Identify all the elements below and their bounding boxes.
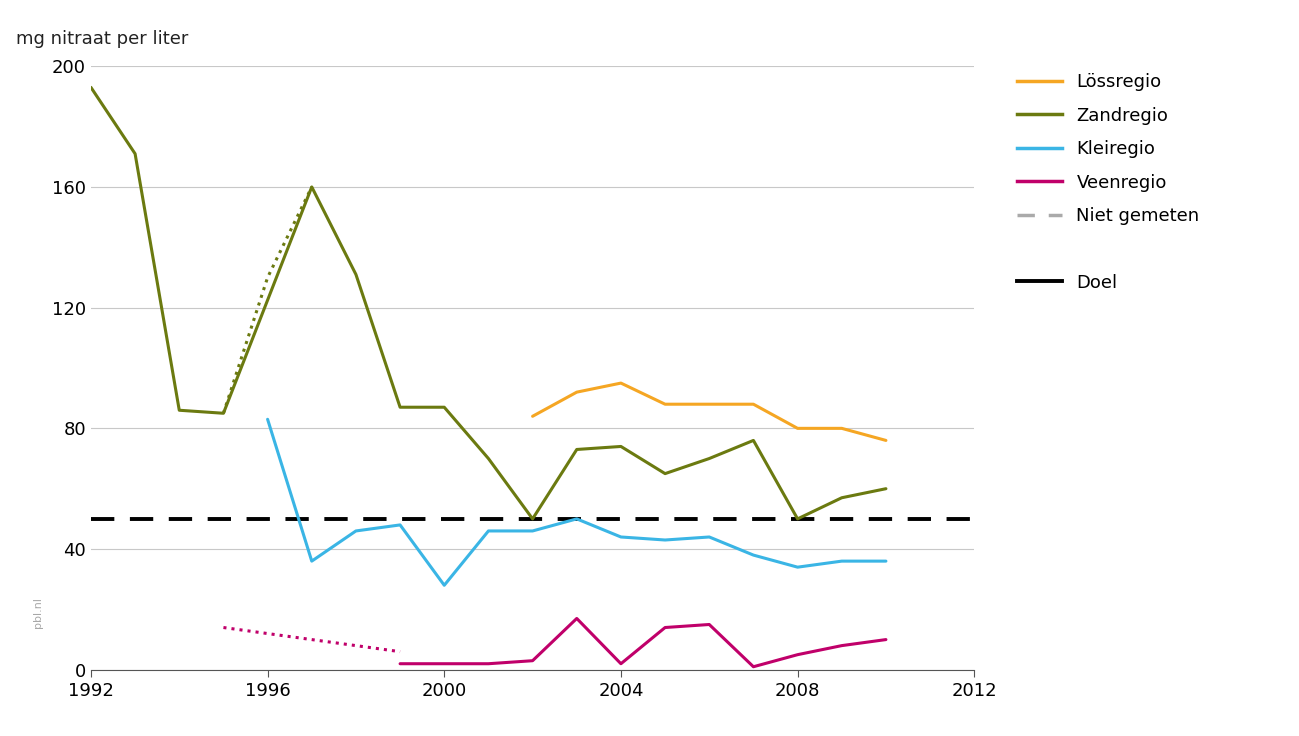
Legend: Lössregio, Zandregio, Kleiregio, Veenregio, Niet gemeten,  , Doel: Lössregio, Zandregio, Kleiregio, Veenreg… <box>1009 66 1207 299</box>
Text: mg nitraat per liter: mg nitraat per liter <box>16 30 188 48</box>
Text: pbl.nl: pbl.nl <box>32 596 43 628</box>
